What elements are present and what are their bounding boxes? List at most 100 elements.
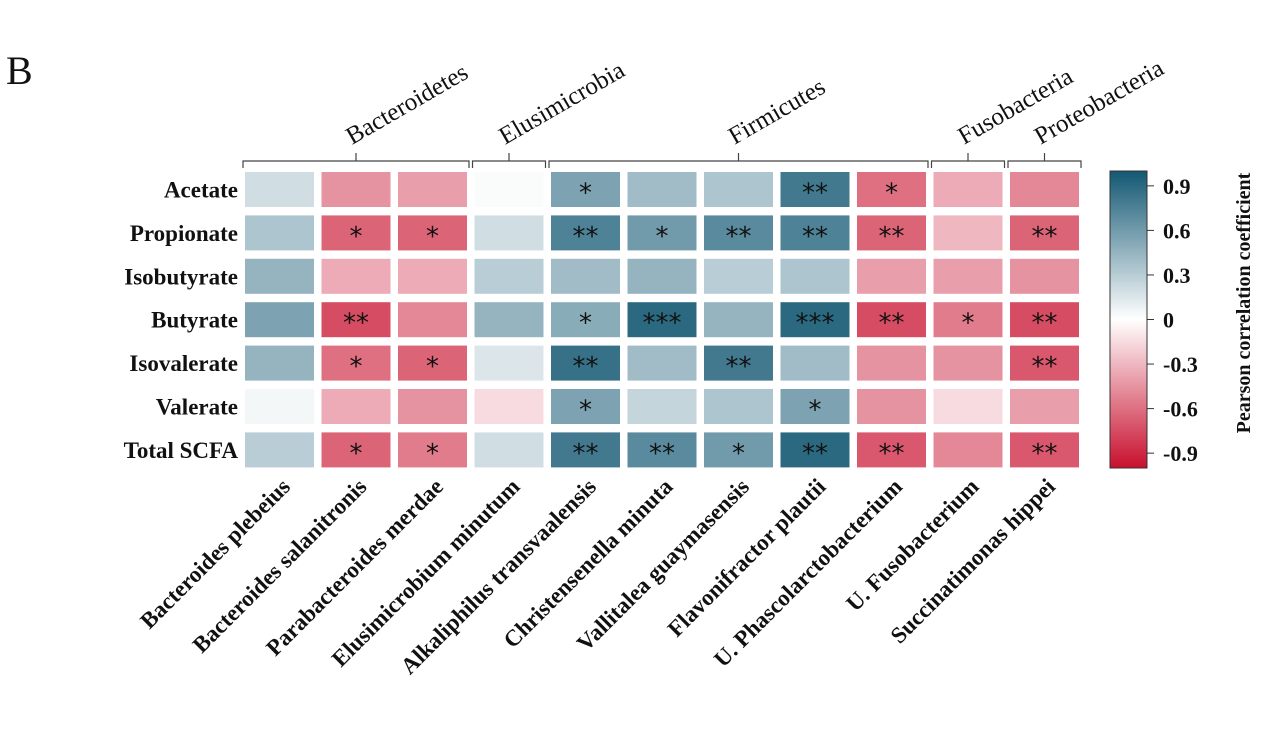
heatmap-cell xyxy=(398,172,467,207)
row-label: Isobutyrate xyxy=(124,264,238,289)
column-label: Bacteroides plebeius xyxy=(135,474,295,634)
heatmap-cell xyxy=(474,432,544,468)
heatmap-cell xyxy=(474,345,544,381)
column-label: U. Fusobacterium xyxy=(841,474,983,616)
colorbar-tick-label: -0.9 xyxy=(1163,441,1198,466)
heatmap-cell xyxy=(1010,432,1079,468)
heatmap-cell xyxy=(780,432,850,468)
significance-mark: ** xyxy=(1032,439,1058,469)
significance-mark: * xyxy=(426,222,439,252)
heatmap-cell xyxy=(857,258,926,294)
heatmap-cell xyxy=(857,432,926,468)
heatmap-cell xyxy=(245,432,314,468)
heatmap-cell xyxy=(704,345,773,381)
colorbar-tick-label: 0 xyxy=(1163,308,1174,333)
significance-mark: * xyxy=(579,396,592,426)
heatmap-cell xyxy=(245,389,314,424)
colorbar-tick-label: 0.9 xyxy=(1163,174,1191,199)
significance-mark: * xyxy=(426,439,439,469)
phylum-bracket xyxy=(242,153,470,168)
significance-mark: * xyxy=(732,439,745,469)
heatmap-cell xyxy=(627,258,697,294)
significance-mark: *** xyxy=(643,309,682,339)
heatmap-cell xyxy=(398,302,467,338)
colorbar-ticks: 0.9 0.6 0.3 0 -0.3 -0.6 -0.9 xyxy=(1147,174,1198,466)
heatmap-cell xyxy=(551,172,620,207)
heatmap-cell xyxy=(474,302,544,338)
heatmap-cell xyxy=(704,258,773,294)
panel-label: B xyxy=(6,48,33,93)
significance-mark: ** xyxy=(726,352,752,382)
heatmap-cell xyxy=(245,302,314,338)
heatmap-cell xyxy=(704,432,773,468)
heatmap-cell xyxy=(857,215,926,251)
heatmap-cell xyxy=(933,302,1003,338)
heatmap-cell xyxy=(1010,389,1079,424)
heatmap-cell xyxy=(551,258,620,294)
significance-mark: ** xyxy=(649,439,675,469)
heatmap-cell xyxy=(398,389,467,424)
colorbar-tick-label: -0.6 xyxy=(1163,397,1198,422)
heatmap-cell xyxy=(933,389,1003,424)
heatmap-cell xyxy=(1010,345,1079,381)
colorbar-tick-label: 0.3 xyxy=(1163,263,1191,288)
phylum-brackets: Bacteroidetes Elusimicrobia Firmicutes Fuso… xyxy=(242,55,1169,168)
heatmap-cell xyxy=(1010,302,1079,338)
heatmap-cell xyxy=(551,389,620,424)
heatmap-cell xyxy=(780,345,850,381)
significance-mark: * xyxy=(656,222,669,252)
heatmap-cell xyxy=(321,345,391,381)
heatmap-cell xyxy=(704,172,773,207)
phylum-label: Firmicutes xyxy=(724,73,830,150)
significance-mark: ** xyxy=(1032,309,1058,339)
significance-mark: ** xyxy=(802,222,828,252)
colorbar: 0.9 0.6 0.3 0 -0.3 -0.6 -0.9 Pearson correlati… xyxy=(1109,170,1255,469)
significance-mark: ** xyxy=(343,309,369,339)
phylum-bracket xyxy=(930,153,1006,168)
heatmap-cell xyxy=(551,302,620,338)
heatmap-cell xyxy=(780,172,850,207)
heatmap-cell xyxy=(551,215,620,251)
heatmap-cell xyxy=(321,215,391,251)
heatmap-cell xyxy=(933,172,1003,207)
significance-mark: ** xyxy=(726,222,752,252)
heatmap-cell xyxy=(704,302,773,338)
significance-mark: * xyxy=(962,309,975,339)
heatmap-cell xyxy=(474,389,544,424)
heatmap-cell xyxy=(551,432,620,468)
significance-mark: ** xyxy=(573,439,599,469)
significance-mark: * xyxy=(579,179,592,209)
heatmap-cell xyxy=(780,215,850,251)
phylum-bracket xyxy=(548,153,929,168)
heatmap-cell xyxy=(321,258,391,294)
significance-mark: ** xyxy=(879,309,905,339)
significance-mark: ** xyxy=(573,352,599,382)
phylum-label: Bacteroidetes xyxy=(342,59,473,150)
significance-mark: ** xyxy=(1032,352,1058,382)
row-label: Isovalerate xyxy=(129,351,238,376)
phylum-label: Proteobacteria xyxy=(1030,55,1169,151)
significance-mark: * xyxy=(809,396,822,426)
heatmap-cell xyxy=(857,172,926,207)
heatmap-cell xyxy=(857,389,926,424)
row-label: Propionate xyxy=(130,221,238,246)
significance-mark: ** xyxy=(802,179,828,209)
significance-marks: * ** ** * ** * ** ** ** **** * *** *** ** * *** * ** ** ***… xyxy=(343,179,1058,469)
phylum-label: Elusimicrobia xyxy=(495,57,630,151)
heatmap-cell xyxy=(933,345,1003,381)
colorbar-tick-label: 0.6 xyxy=(1163,218,1191,243)
heatmap-cell xyxy=(627,302,697,338)
heatmap-cells xyxy=(245,172,1079,468)
heatmap-cell xyxy=(321,302,391,338)
row-labels: Acetate Propionate Isobutyrate Butyrate Isov… xyxy=(124,178,239,463)
heatmap-cell xyxy=(933,215,1003,251)
heatmap-cell xyxy=(398,432,467,468)
heatmap-cell xyxy=(551,345,620,381)
row-label: Butyrate xyxy=(151,308,238,333)
heatmap-cell xyxy=(1010,215,1079,251)
row-label: Total SCFA xyxy=(124,438,239,463)
significance-mark: * xyxy=(426,352,439,382)
significance-mark: *** xyxy=(796,309,835,339)
heatmap-cell xyxy=(704,215,773,251)
